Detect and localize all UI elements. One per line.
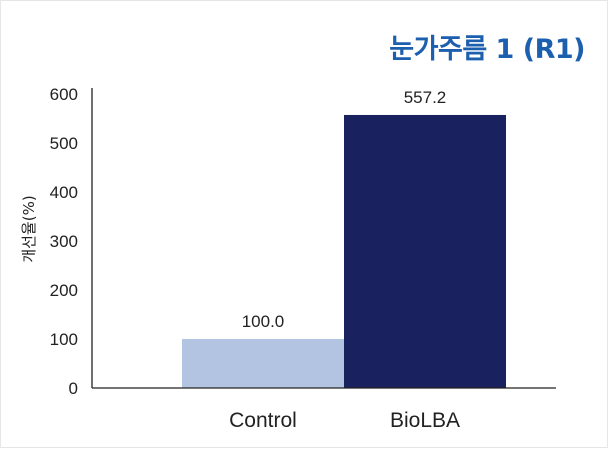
bar-control [182, 339, 344, 388]
y-tick-label-500: 500 [50, 134, 78, 153]
y-tick-label-200: 200 [50, 281, 78, 300]
y-tick-label-600: 600 [50, 85, 78, 104]
data-label-control: 100.0 [242, 312, 285, 331]
y-tick-label-300: 300 [50, 232, 78, 251]
y-tick-label-400: 400 [50, 183, 78, 202]
y-axis-label: 개선율(%) [20, 195, 38, 262]
category-label-biolba: BioLBA [390, 409, 460, 432]
y-tick-label-100: 100 [50, 330, 78, 349]
bar-biolba [344, 114, 506, 389]
chart-title: 눈가주름 1 (R1) [389, 34, 585, 65]
data-label-biolba: 557.2 [404, 88, 447, 107]
category-label-control: Control [229, 409, 297, 432]
y-tick-label-0: 0 [69, 379, 78, 398]
